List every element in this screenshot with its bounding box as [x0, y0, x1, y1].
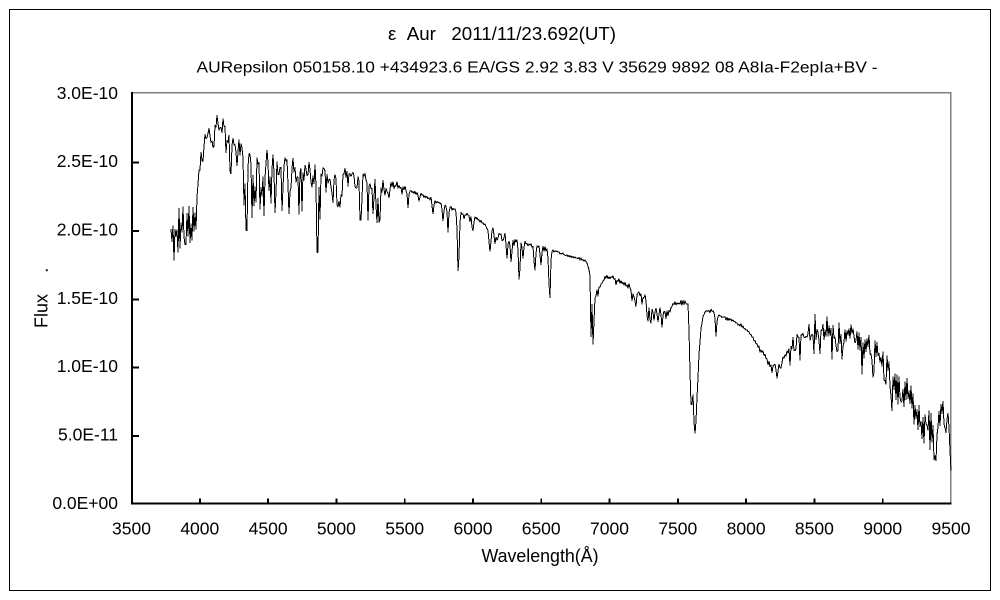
svg-text:1.0E-10: 1.0E-10 [57, 356, 119, 376]
svg-text:2.5E-10: 2.5E-10 [57, 151, 119, 171]
svg-text:2.0E-10: 2.0E-10 [57, 220, 119, 240]
svg-text:7500: 7500 [658, 519, 697, 539]
svg-text:5000: 5000 [317, 519, 356, 539]
svg-text:9500: 9500 [932, 519, 971, 539]
svg-text:3.0E-10: 3.0E-10 [57, 83, 119, 103]
svg-text:0.0E+00: 0.0E+00 [52, 493, 118, 513]
svg-text:9000: 9000 [863, 519, 902, 539]
svg-text:5500: 5500 [385, 519, 424, 539]
svg-text:6000: 6000 [454, 519, 493, 539]
svg-text:ε Aur 2011/11/23.692(UT): ε Aur 2011/11/23.692(UT) [388, 23, 616, 44]
svg-text:8000: 8000 [727, 519, 766, 539]
svg-text:7000: 7000 [590, 519, 629, 539]
svg-text:8500: 8500 [795, 519, 834, 539]
svg-text:Wavelength(Å): Wavelength(Å) [482, 546, 599, 566]
svg-text:4000: 4000 [180, 519, 219, 539]
svg-text:AURepsilon 050158.10 +434923.6: AURepsilon 050158.10 +434923.6 EA/GS 2.9… [197, 60, 878, 77]
svg-text:5.0E-11: 5.0E-11 [58, 425, 118, 445]
svg-text:6500: 6500 [522, 519, 561, 539]
svg-text:4500: 4500 [249, 519, 288, 539]
svg-text:1.5E-10: 1.5E-10 [57, 288, 119, 308]
svg-text:Flux: Flux [32, 294, 52, 328]
svg-text:3500: 3500 [112, 519, 151, 539]
